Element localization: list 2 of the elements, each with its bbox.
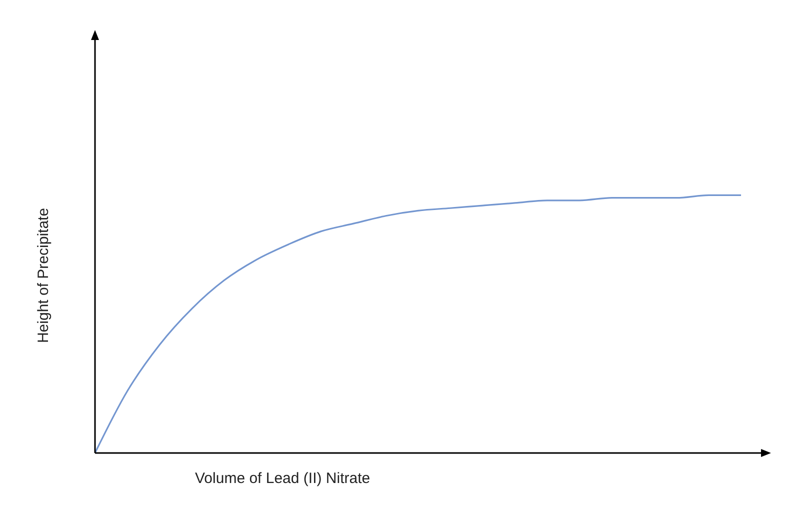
y-axis-title: Height of Precipitate: [35, 208, 52, 344]
x-axis-title: Volume of Lead (II) Nitrate: [195, 470, 370, 487]
